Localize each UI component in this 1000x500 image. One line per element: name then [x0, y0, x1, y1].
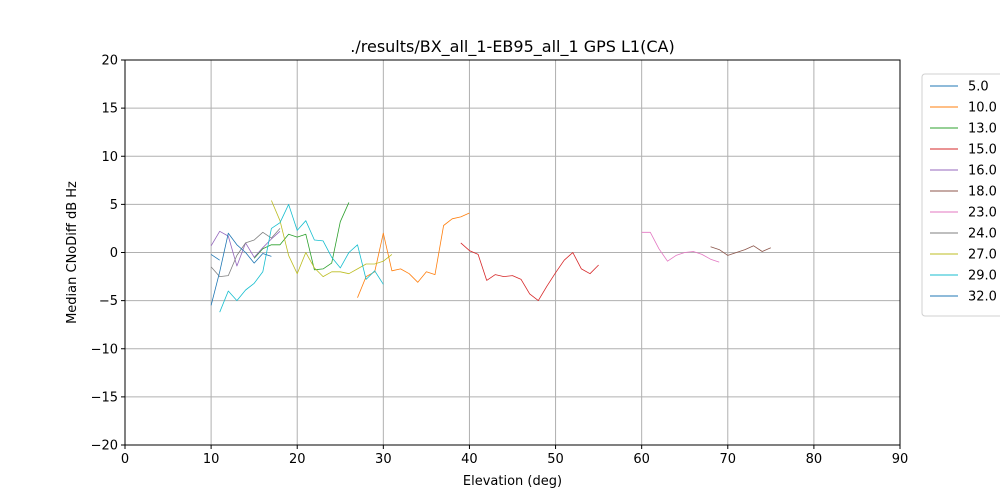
series-layer	[210, 200, 771, 313]
y-tick-label: 10	[101, 150, 118, 165]
x-tick-label: 20	[289, 452, 306, 467]
legend-entry-label: 24.0	[968, 227, 997, 242]
legend-entry-label: 23.0	[968, 206, 997, 221]
series-line-5.0	[210, 254, 220, 261]
legend-entry-label: 16.0	[968, 164, 997, 179]
x-tick-label: 70	[720, 452, 737, 467]
series-line-29.0	[219, 203, 384, 313]
y-axis-label: Median CNoDiff dB Hz	[65, 181, 80, 324]
legend-entry-label: 18.0	[968, 185, 997, 200]
x-tick-label: 10	[203, 452, 220, 467]
ticks: 0 10 20 30 40 50 60 70 80 90 −20 −15 −10 −5 0 5 10 15 20	[91, 54, 909, 468]
legend-box	[921, 73, 1000, 317]
series-line-15.0	[460, 242, 599, 302]
y-tick-label: 15	[101, 102, 118, 117]
legend-entry-label: 15.0	[968, 143, 997, 158]
x-tick-label: 90	[892, 452, 909, 467]
x-tick-label: 0	[121, 452, 129, 467]
x-tick-label: 60	[633, 452, 650, 467]
legend-entry-label: 32.0	[968, 290, 997, 305]
y-tick-label: −15	[91, 390, 118, 405]
legend-entry-label: 10.0	[968, 101, 997, 116]
x-axis-label: Elevation (deg)	[463, 474, 562, 489]
y-tick-label: 20	[101, 54, 118, 69]
series-line-18.0	[710, 245, 771, 256]
legend-entry-label: 27.0	[968, 248, 997, 263]
y-tick-label: −20	[91, 439, 118, 454]
legend-entry-label: 5.0	[968, 80, 989, 95]
series-line-10.0	[357, 212, 470, 298]
y-tick-label: 5	[110, 198, 118, 213]
y-tick-label: −5	[99, 294, 118, 309]
series-line-27.0	[271, 200, 393, 278]
legend-entry-label: 29.0	[968, 269, 997, 284]
series-line-23.0	[641, 231, 720, 263]
legend: 5.0 10.0 13.0 15.0 16.0 18.0 23.0 24.0 27.0 29.0 3…	[921, 73, 1000, 317]
y-tick-label: 0	[110, 246, 118, 261]
chart-title: ./results/BX_all_1-EB95_all_1 GPS L1(CA)	[350, 37, 674, 57]
x-tick-label: 50	[547, 452, 564, 467]
x-tick-label: 80	[806, 452, 823, 467]
series-line-24.0	[210, 228, 281, 278]
series-line-32.0	[210, 232, 272, 306]
legend-entry-label: 13.0	[968, 122, 997, 137]
series-line-13.0	[253, 202, 350, 271]
x-tick-label: 40	[461, 452, 478, 467]
y-tick-label: −10	[91, 342, 118, 357]
x-tick-label: 30	[375, 452, 392, 467]
